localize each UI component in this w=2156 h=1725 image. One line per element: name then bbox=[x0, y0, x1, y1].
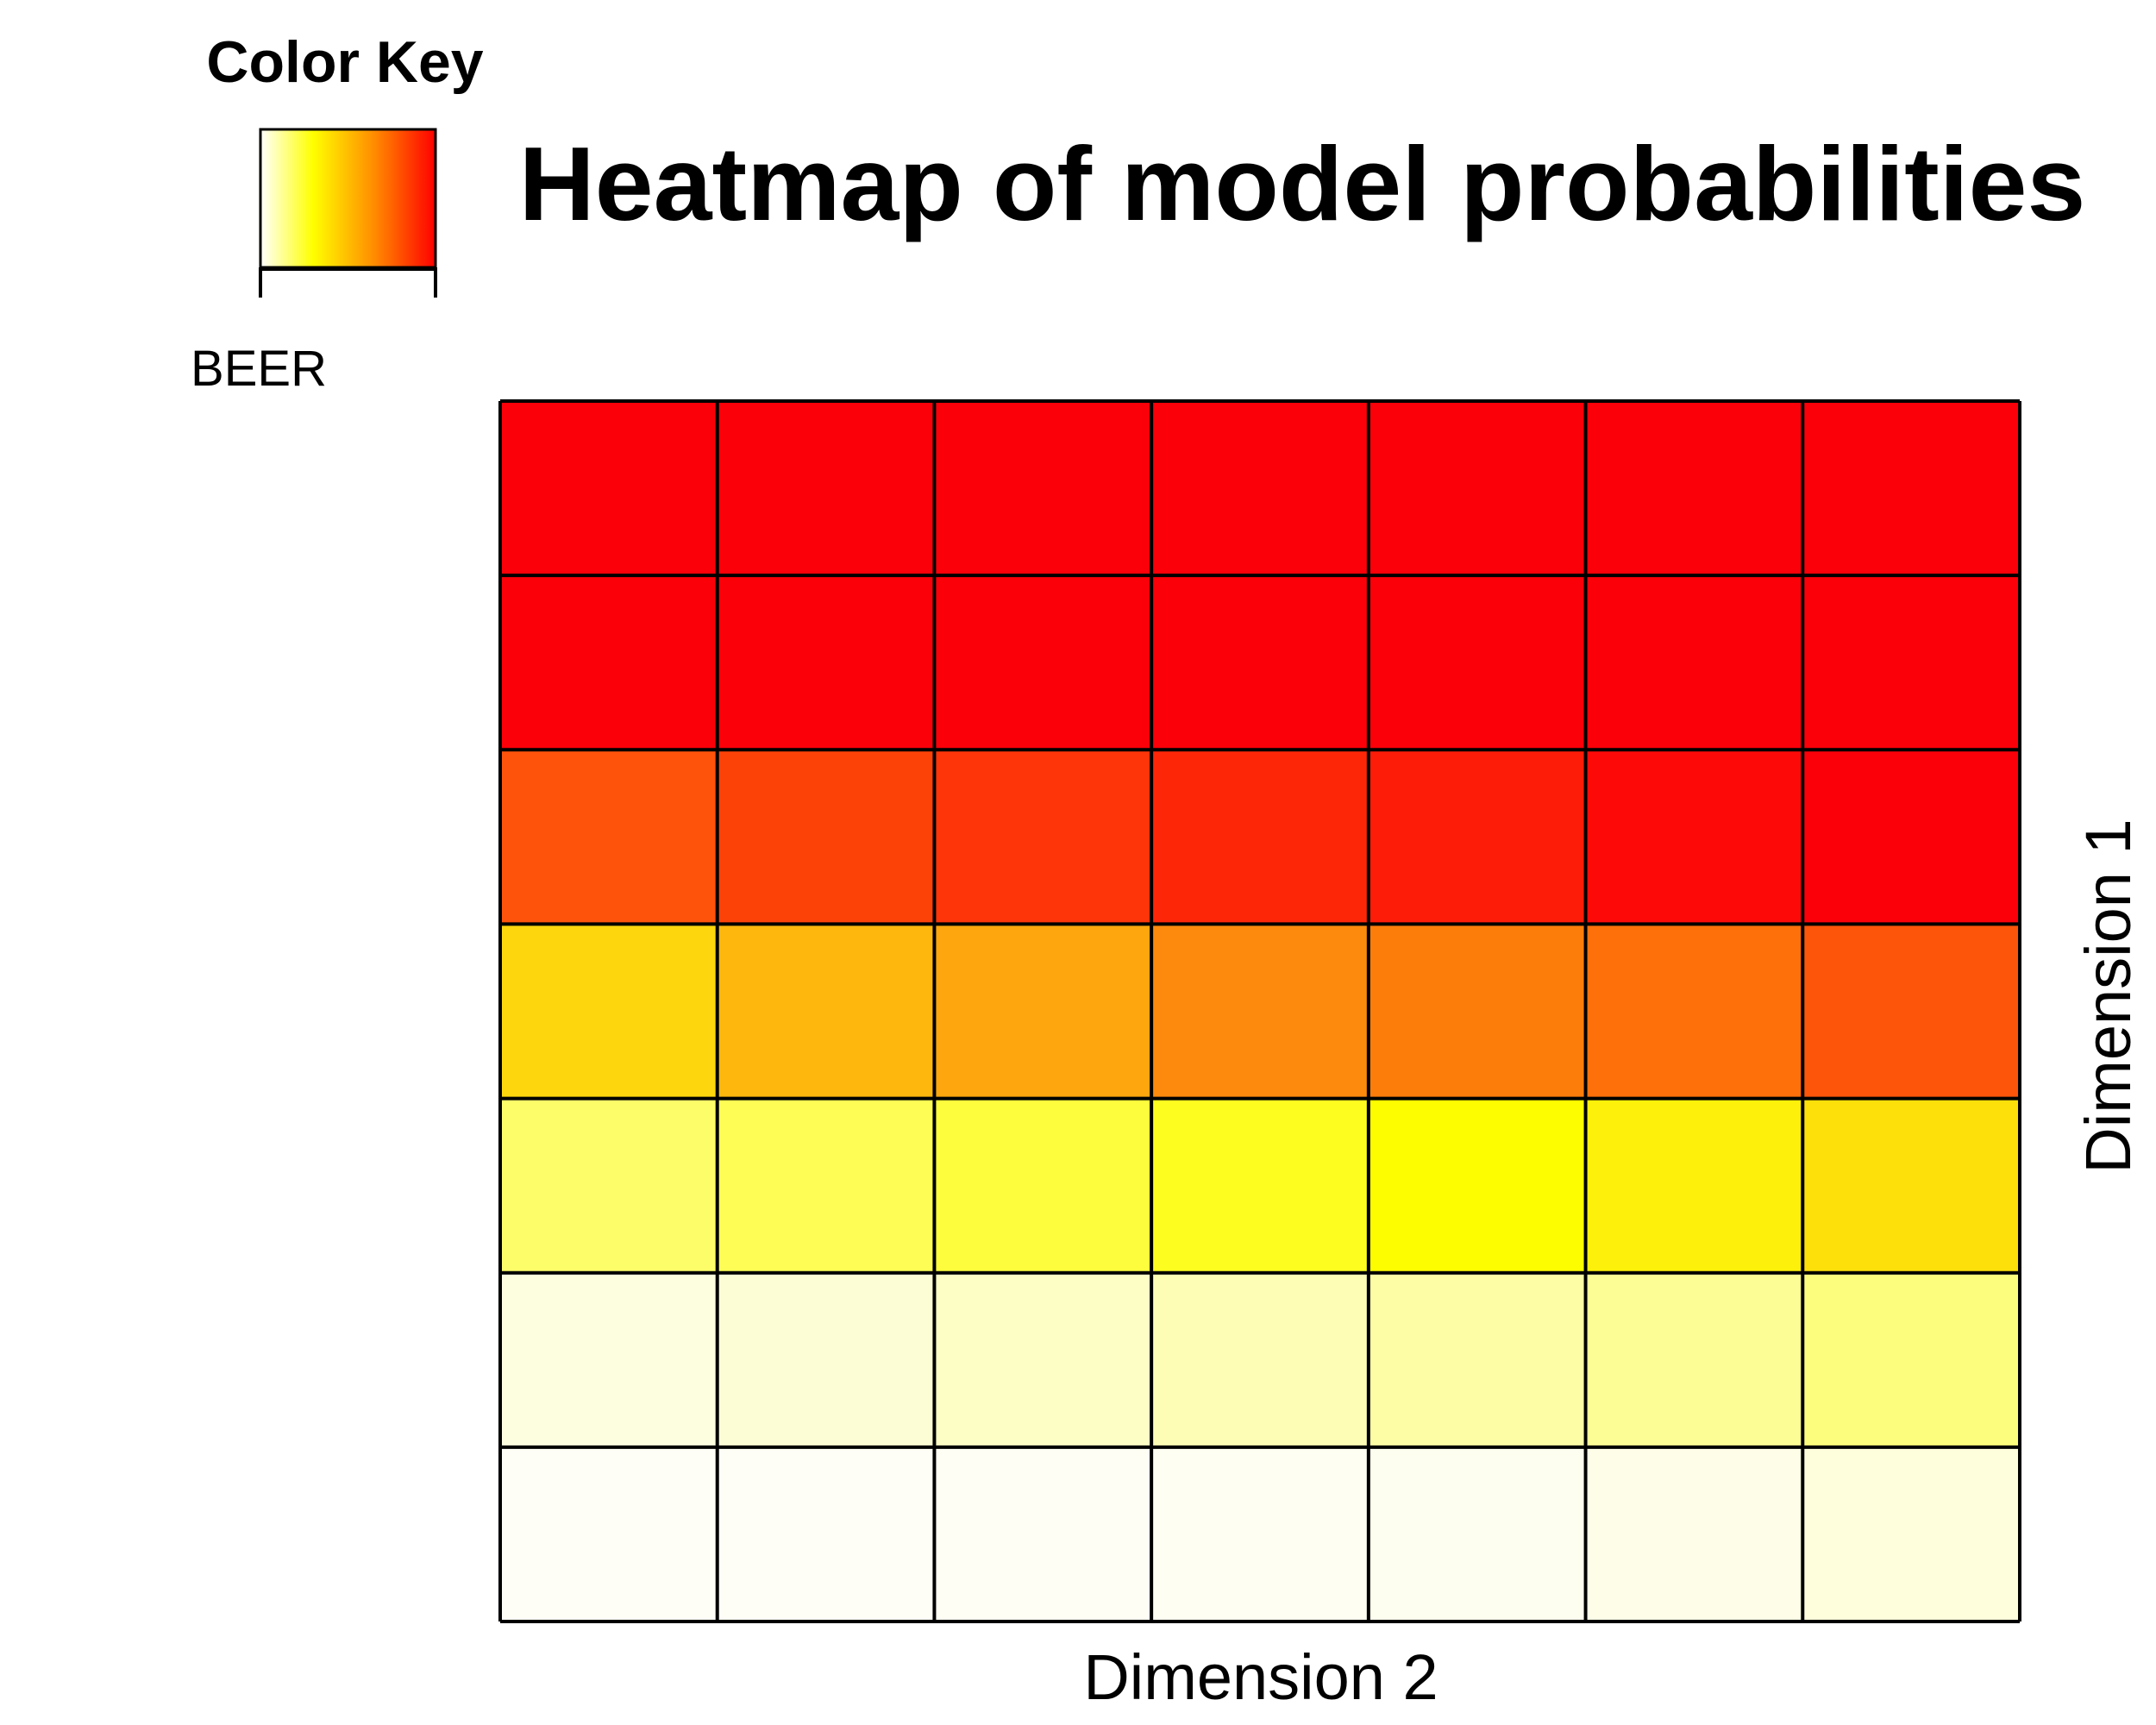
heatmap-cell bbox=[1151, 575, 1369, 750]
heatmap-cell bbox=[717, 1098, 935, 1273]
heatmap-cell bbox=[1151, 1098, 1369, 1273]
heatmap-cell bbox=[934, 1098, 1152, 1273]
color-key-axis bbox=[259, 267, 437, 298]
heatmap-cell bbox=[1368, 750, 1586, 925]
heatmap-cell bbox=[934, 1272, 1152, 1447]
heatmap-cell bbox=[717, 1446, 935, 1622]
heatmap-cell bbox=[1368, 401, 1586, 576]
heatmap-cell bbox=[1802, 1446, 2020, 1622]
heatmap-cell bbox=[500, 1272, 718, 1447]
heatmap-cell bbox=[717, 1272, 935, 1447]
heatmap-cells bbox=[500, 401, 2020, 1622]
heatmap-cell bbox=[934, 750, 1152, 925]
heatmap-cell bbox=[500, 575, 718, 750]
heatmap-cell bbox=[1368, 1446, 1586, 1622]
heatmap-cell bbox=[1585, 1272, 1803, 1447]
heatmap-cell bbox=[1585, 924, 1803, 1099]
heatmap-cell bbox=[1585, 1446, 1803, 1622]
heatmap-cell bbox=[1368, 1272, 1586, 1447]
heatmap-cell bbox=[717, 750, 935, 925]
heatmap-gridlines bbox=[498, 399, 2021, 1623]
heatmap-cell bbox=[1802, 924, 2020, 1099]
chart-title: Heatmap of model probabilities bbox=[519, 125, 2086, 242]
heatmap-cell bbox=[1802, 1098, 2020, 1273]
heatmap-cell bbox=[1802, 401, 2020, 576]
color-key-title: Color Key bbox=[206, 29, 483, 95]
heatmap-cell bbox=[1151, 1446, 1369, 1622]
heatmap-cell bbox=[934, 401, 1152, 576]
heatmap-cell bbox=[1802, 575, 2020, 750]
y-axis-label: Dimension 1 bbox=[2072, 819, 2144, 1173]
heatmap-cell bbox=[500, 1446, 718, 1622]
heatmap-cell bbox=[717, 924, 935, 1099]
heatmap-cell bbox=[1151, 401, 1369, 576]
heatmap-cell bbox=[500, 1098, 718, 1273]
heatmap-cell bbox=[1585, 1098, 1803, 1273]
heatmap-cell bbox=[717, 575, 935, 750]
heatmap-cell bbox=[934, 1446, 1152, 1622]
heatmap-cell bbox=[1802, 750, 2020, 925]
heatmap-cell bbox=[934, 924, 1152, 1099]
heatmap-cell bbox=[1151, 924, 1369, 1099]
heatmap-cell bbox=[1368, 1098, 1586, 1273]
heatmap-cell bbox=[1151, 750, 1369, 925]
heatmap-cell bbox=[934, 575, 1152, 750]
heatmap-cell bbox=[717, 401, 935, 576]
heatmap-cell bbox=[500, 401, 718, 576]
color-key-gradient bbox=[259, 128, 437, 269]
heatmap-cell bbox=[500, 750, 718, 925]
heatmap-cell bbox=[1585, 750, 1803, 925]
heatmap-cell bbox=[1368, 924, 1586, 1099]
heatmap-cell bbox=[1368, 575, 1586, 750]
heatmap-cell bbox=[1151, 1272, 1369, 1447]
heatmap-cell bbox=[1585, 401, 1803, 576]
heatmap-cell bbox=[500, 924, 718, 1099]
x-axis-label: Dimension 2 bbox=[1083, 1641, 1438, 1713]
heatmap-cell bbox=[1585, 575, 1803, 750]
color-key-label: BEER bbox=[191, 341, 327, 397]
heatmap-cell bbox=[1802, 1272, 2020, 1447]
